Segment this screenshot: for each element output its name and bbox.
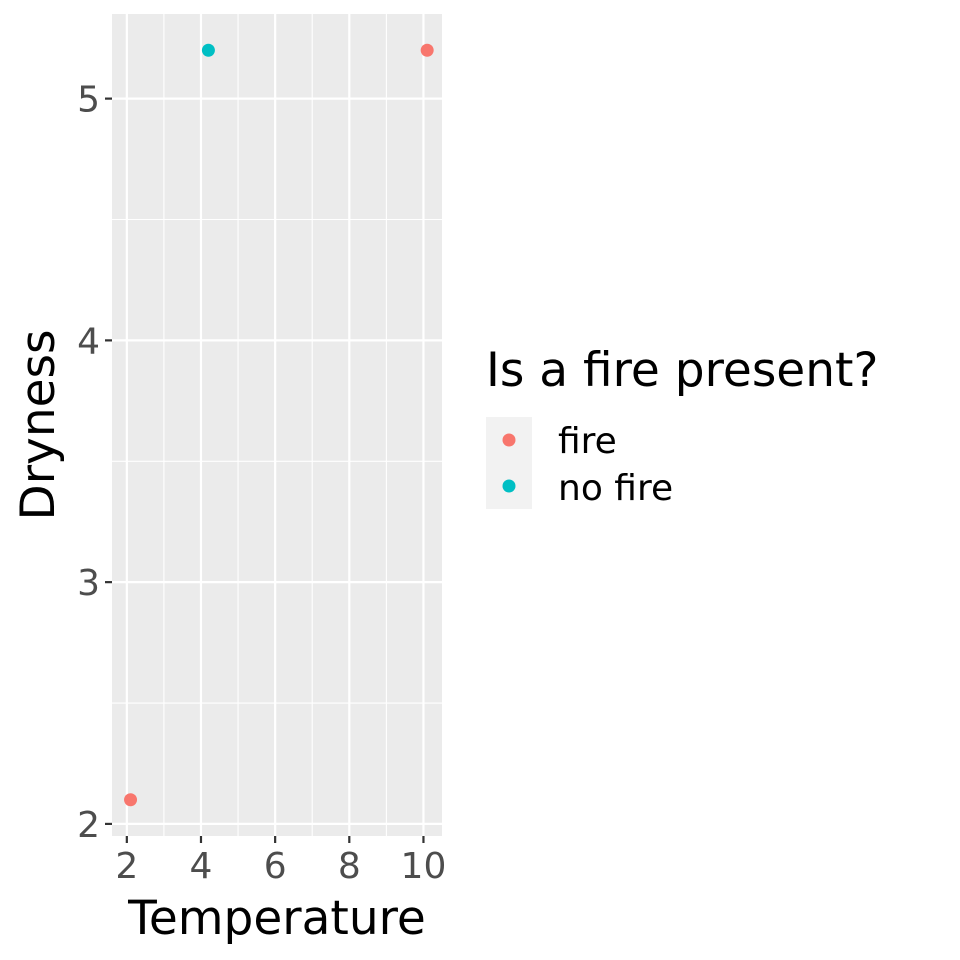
x-tick-label: 6 (264, 846, 287, 887)
data-point-fire (124, 793, 138, 807)
x-tick-label: 10 (401, 846, 447, 887)
grid-minor (112, 14, 442, 836)
y-axis-title: Dryness (11, 329, 66, 520)
plot-panel (112, 14, 442, 836)
legend: Is a fire present? fire no fire (486, 343, 878, 509)
data-point-fire (420, 43, 434, 57)
legend-title: Is a fire present? (486, 343, 878, 398)
x-tick-label: 8 (338, 846, 361, 887)
y-tick-label: 4 (77, 321, 100, 362)
legend-key-no-fire (502, 479, 516, 493)
legend-label-fire: fire (558, 421, 617, 462)
x-tick-label: 4 (190, 846, 213, 887)
y-tick-label: 5 (77, 80, 100, 121)
legend-label-no-fire: no fire (558, 468, 673, 509)
data-points (124, 43, 434, 807)
x-axis-title: Temperature (127, 891, 426, 946)
y-tick-label: 3 (77, 563, 100, 604)
y-axis: 2 3 4 5 (77, 80, 112, 846)
legend-key-fire (502, 433, 516, 447)
data-point-no-fire (201, 43, 215, 57)
grid-major (112, 14, 442, 836)
x-tick-label: 2 (115, 846, 138, 887)
legend-key-background (486, 417, 532, 509)
y-tick-label: 2 (77, 805, 100, 846)
x-axis: 2 4 6 8 10 (115, 836, 446, 887)
